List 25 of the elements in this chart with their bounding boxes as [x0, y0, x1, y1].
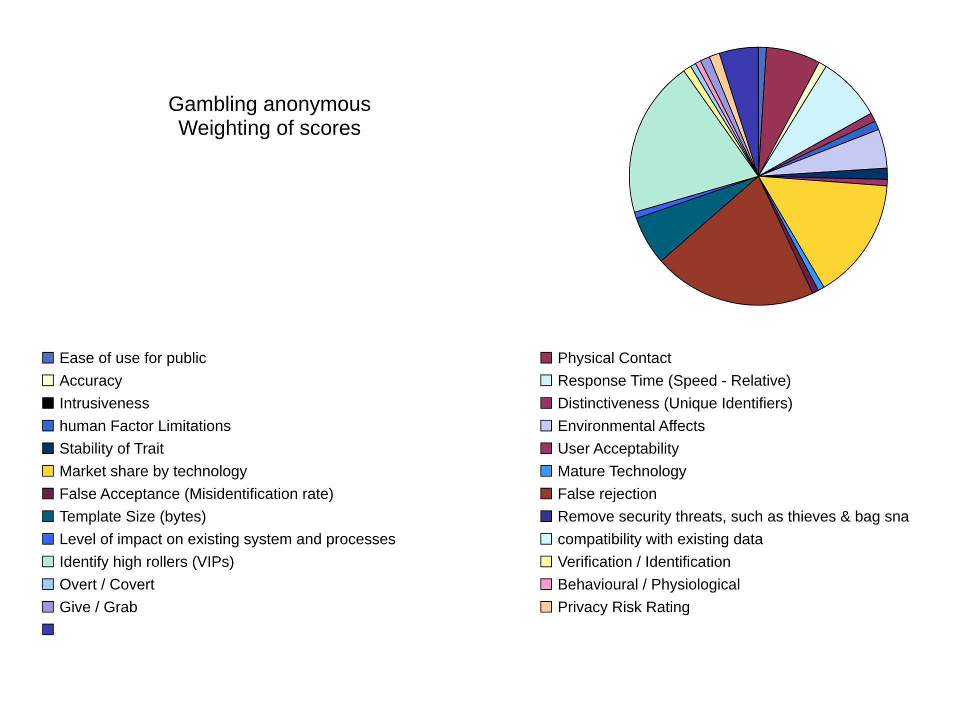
legend-label: Accuracy: [59, 375, 122, 389]
legend-label: Distinctiveness (Unique Identifiers): [558, 397, 792, 412]
legend-label: Overt / Covert: [60, 578, 154, 590]
legend-label: Ease of use for public: [60, 352, 206, 366]
legend-label: Template Size (bytes): [60, 510, 206, 525]
legend-label: compatibility with existing data: [558, 533, 764, 548]
legend-label: Remove security threats, such as thieves & bag sna: [558, 510, 910, 525]
legend-label: Stability of Trait: [60, 442, 164, 457]
legend-label: Physical Contact: [558, 352, 672, 366]
legend-label: human Factor Limitations: [60, 420, 230, 432]
legend-label: Market share by technology: [60, 465, 248, 480]
legend-label: Give / Grab: [60, 601, 137, 612]
legend-label: Intrusiveness: [60, 397, 149, 408]
legend-label: Behavioural / Physiological: [558, 578, 740, 593]
legend-label: False Acceptance (Misidentification rate): [60, 488, 333, 502]
legend-label: Verification / Identification: [558, 556, 730, 567]
legend-label: Mature Technology: [558, 465, 686, 480]
legend-label: Environmental Affects: [558, 420, 705, 432]
text: Gambling anonymous Weighting of scores: [169, 96, 370, 140]
legend-label: Identify high rollers (VIPs): [60, 556, 234, 570]
legend-label: Level of impact on existing system and processes: [60, 533, 396, 548]
legend-label: User Acceptability: [558, 442, 680, 457]
legend-label: False rejection: [558, 488, 656, 502]
legend-label: Response Time (Speed - Relative): [558, 374, 790, 389]
legend-label: Privacy Risk Rating: [558, 601, 690, 616]
